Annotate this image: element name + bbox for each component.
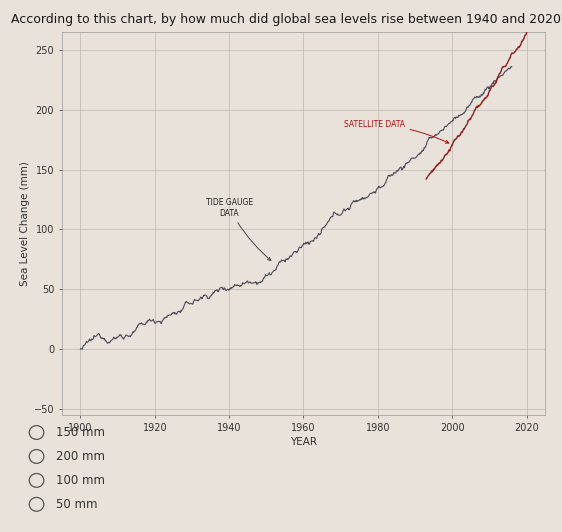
Text: 50 mm: 50 mm [56,498,98,511]
Text: TIDE GAUGE
DATA: TIDE GAUGE DATA [206,198,271,261]
Text: SATELLITE DATA: SATELLITE DATA [343,120,448,143]
Y-axis label: Sea Level Change (mm): Sea Level Change (mm) [20,161,30,286]
Text: 200 mm: 200 mm [56,450,105,463]
Text: 100 mm: 100 mm [56,474,105,487]
X-axis label: YEAR: YEAR [290,437,317,447]
Text: According to this chart, by how much did global sea levels rise between 1940 and: According to this chart, by how much did… [11,13,562,26]
Text: 150 mm: 150 mm [56,426,105,439]
